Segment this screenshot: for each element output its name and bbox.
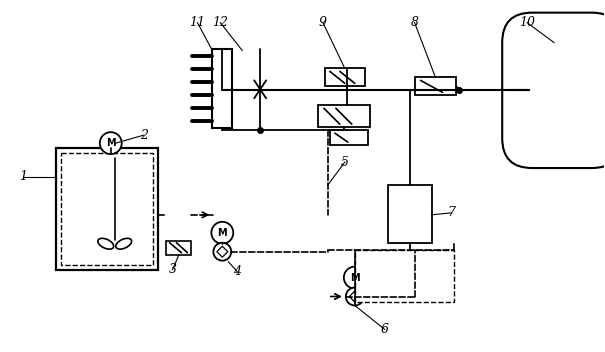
Circle shape <box>211 222 234 244</box>
Ellipse shape <box>98 238 114 249</box>
Circle shape <box>100 132 122 154</box>
Text: M: M <box>106 138 116 148</box>
FancyBboxPatch shape <box>502 13 605 168</box>
Polygon shape <box>217 246 228 257</box>
Text: 2: 2 <box>140 129 148 142</box>
Text: 11: 11 <box>189 16 206 29</box>
Text: 12: 12 <box>212 16 228 29</box>
Text: 6: 6 <box>381 323 388 336</box>
Bar <box>56 148 157 270</box>
Bar <box>414 77 456 95</box>
Text: 1: 1 <box>19 170 27 183</box>
Text: 4: 4 <box>234 265 241 278</box>
Text: 8: 8 <box>411 16 419 29</box>
Bar <box>166 241 191 255</box>
Bar <box>318 105 370 127</box>
Bar <box>325 68 365 86</box>
Text: 10: 10 <box>519 16 535 29</box>
Bar <box>388 185 433 243</box>
Polygon shape <box>349 291 360 302</box>
Bar <box>330 130 368 145</box>
Text: 7: 7 <box>448 206 456 219</box>
Text: M: M <box>218 228 227 238</box>
Bar <box>212 49 232 128</box>
Circle shape <box>214 243 231 261</box>
Circle shape <box>344 267 366 289</box>
Text: 9: 9 <box>319 16 327 29</box>
Circle shape <box>346 288 364 306</box>
Text: M: M <box>350 272 359 283</box>
Text: 5: 5 <box>341 156 349 169</box>
Bar <box>355 250 454 302</box>
Text: 3: 3 <box>169 263 177 276</box>
Bar <box>61 153 152 265</box>
Ellipse shape <box>116 238 132 249</box>
